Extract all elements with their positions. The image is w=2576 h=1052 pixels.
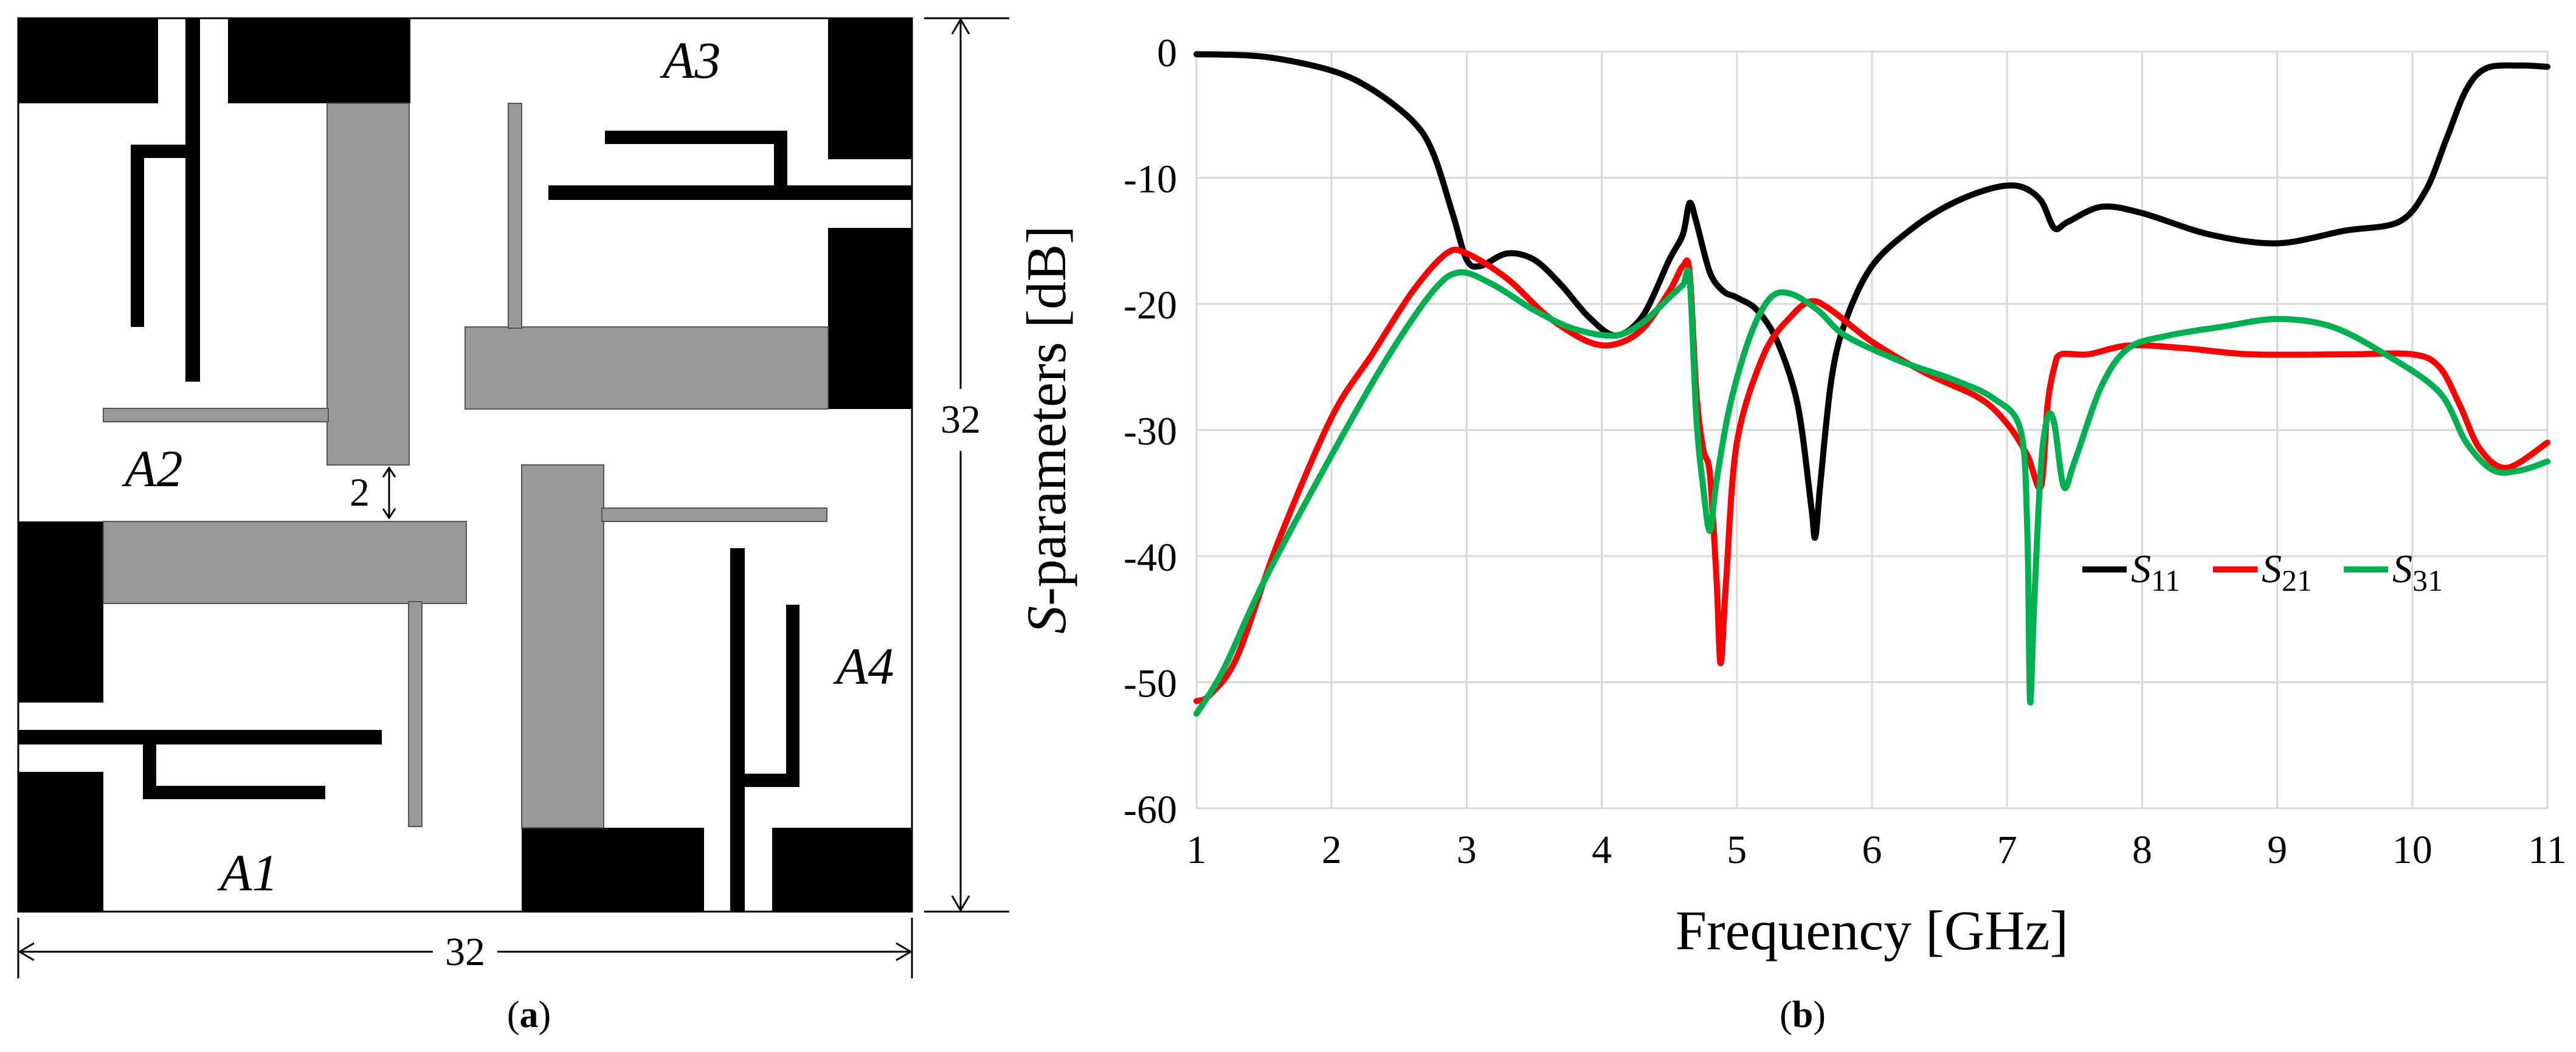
feed-line [408, 601, 423, 827]
strip [143, 786, 325, 799]
x-tick-label: 1 [1187, 828, 1207, 872]
height-label: 32 [941, 397, 981, 442]
strip [185, 18, 200, 382]
series-line-s21 [1193, 246, 2550, 704]
height-dimension [924, 17, 1009, 913]
strip [774, 131, 787, 191]
label-a4: A4 [833, 637, 894, 695]
ground-patch [228, 18, 410, 103]
feed-line [508, 103, 522, 329]
gap-dimension [382, 466, 396, 520]
radiating-patch [464, 326, 829, 410]
y-tick-label: -50 [1124, 662, 1177, 706]
parasitic-strips [18, 18, 912, 912]
label-a1: A1 [217, 844, 278, 902]
radiating-patch [521, 464, 604, 828]
panel-b-caption: (b) [1780, 994, 1826, 1036]
ground-patch [18, 772, 103, 912]
strip [786, 605, 799, 787]
ground-patch [18, 18, 158, 103]
radiating-patch [103, 521, 467, 604]
ground-patch [522, 828, 704, 912]
y-tick-label: 0 [1157, 31, 1177, 75]
y-tick-labels: 0 -10 -20 -30 -40 -50 -60 [1124, 31, 1177, 832]
panel-a-caption: (a) [507, 994, 551, 1036]
legend-label-s21: S21 [2262, 547, 2312, 597]
chart-series [1193, 51, 2550, 717]
y-tick-label: -40 [1124, 535, 1177, 580]
chart-grid [1195, 50, 2549, 810]
legend-label-s31: S31 [2392, 547, 2443, 597]
x-axis-label: Frequency [GHz] [1676, 899, 2068, 961]
x-tick-label: 2 [1322, 828, 1342, 872]
strip [739, 774, 799, 787]
strip [143, 738, 156, 799]
antenna-layout-panel: A3 A2 A4 A1 2 32 32 [17, 17, 1009, 1036]
x-tick-label: 8 [2132, 828, 2152, 872]
y-tick-label: -30 [1124, 410, 1177, 454]
ground-patch [772, 828, 912, 912]
label-a2: A2 [122, 439, 183, 498]
ground-patches [18, 18, 912, 912]
substrate-outline [17, 17, 913, 913]
chart-legend: S11 S21 S31 [2082, 547, 2443, 597]
legend-label-s11: S11 [2131, 547, 2180, 597]
x-tick-label: 7 [1997, 828, 2017, 872]
width-dimension [17, 918, 913, 978]
ground-patch [828, 228, 912, 409]
y-axis-label: S-parameters [dB] [1015, 225, 1077, 634]
x-tick-label: 3 [1457, 828, 1477, 872]
radiating-patch [326, 103, 410, 466]
series-line-s31 [1193, 267, 2550, 717]
label-a3: A3 [660, 31, 721, 89]
feed-line [601, 507, 827, 522]
strip [548, 185, 912, 200]
y-tick-label: -60 [1124, 788, 1177, 832]
y-tick-label: -20 [1124, 283, 1177, 328]
width-label: 32 [445, 930, 485, 974]
x-tick-label: 11 [2528, 828, 2567, 872]
gap-label: 2 [350, 470, 370, 515]
strip [131, 145, 192, 158]
x-tick-label: 6 [1862, 828, 1882, 872]
strip [131, 145, 144, 327]
legend-item-s21: S21 [2213, 547, 2312, 597]
x-tick-label: 5 [1727, 828, 1747, 872]
ground-patch [828, 18, 912, 159]
ground-patch [18, 521, 103, 703]
legend-item-s11: S11 [2082, 547, 2180, 597]
strip [18, 730, 382, 744]
radiating-patches [103, 103, 829, 828]
y-tick-label: -10 [1124, 157, 1177, 202]
strip [730, 548, 745, 912]
x-tick-label: 10 [2392, 828, 2433, 872]
strip [605, 131, 787, 144]
legend-item-s31: S31 [2344, 547, 2443, 597]
plot-area-frame [1195, 50, 2549, 810]
x-tick-labels: 1 2 3 4 5 6 7 8 9 10 11 [1187, 828, 2567, 872]
series-line-s11 [1193, 51, 2550, 541]
x-tick-label: 9 [2267, 828, 2287, 872]
x-tick-label: 4 [1592, 828, 1612, 872]
s-parameter-chart: 1 2 3 4 5 6 7 8 9 10 11 0 -10 -20 -30 -40 -50 -60 Freque… [1015, 31, 2567, 1036]
feed-line [103, 408, 329, 422]
